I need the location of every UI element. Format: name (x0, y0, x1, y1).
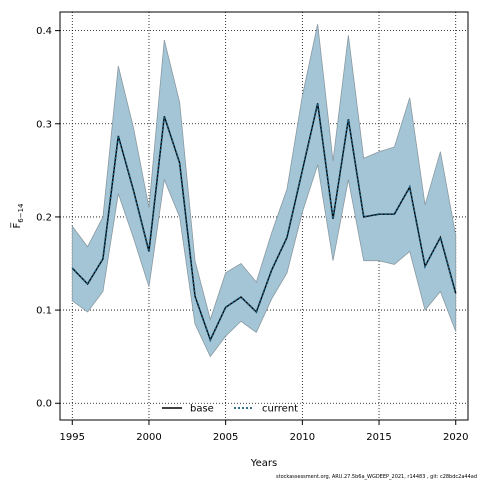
confidence-band (71, 24, 457, 358)
y-axis-label-main: F̅ (10, 222, 23, 229)
legend-label-current: current (262, 404, 298, 415)
x-tick-label-2015: 2015 (366, 432, 391, 443)
x-tick-label-2010: 2010 (290, 432, 315, 443)
x-tick-label-2005: 2005 (213, 432, 238, 443)
y-axis: 0.0 0.1 0.2 0.3 0.4 (36, 26, 60, 410)
y-tick-label-0.2: 0.2 (36, 212, 52, 223)
grid (60, 12, 468, 420)
y-tick-label-0: 0.0 (36, 399, 52, 410)
footer-credit: stockassessment.org, ARU.27.5b6a_WGDEEP_… (276, 474, 477, 480)
y-tick-label-0.3: 0.3 (36, 119, 52, 130)
plot-frame (59, 11, 469, 421)
x-axis: 1995 2000 2005 2010 2015 2020 (60, 420, 468, 443)
y-tick-label-0.4: 0.4 (36, 26, 52, 37)
y-tick-label-0.1: 0.1 (36, 306, 52, 317)
x-tick-label-2000: 2000 (136, 432, 161, 443)
x-axis-label: Years (250, 458, 277, 469)
series-lines (71, 103, 457, 343)
x-tick-label-1995: 1995 (60, 432, 85, 443)
y-axis-label: F̅6−14 (10, 203, 25, 229)
svg-text:F̅6−14: F̅6−14 (10, 203, 25, 229)
series-base (71, 103, 457, 342)
legend: base current (162, 404, 298, 415)
y-axis-label-sub: 6−14 (17, 203, 25, 223)
band-area (71, 24, 457, 358)
x-tick-label-2020: 2020 (443, 432, 468, 443)
legend-label-base: base (190, 404, 214, 415)
